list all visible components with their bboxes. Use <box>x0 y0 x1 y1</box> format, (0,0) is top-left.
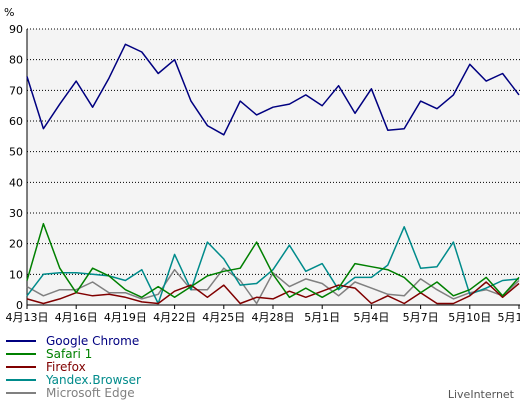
series-line-google-chrome <box>26 43 520 136</box>
series-line-firefox <box>26 281 520 305</box>
y-tick-label: 30 <box>9 207 23 220</box>
y-tick-label: 40 <box>9 176 23 189</box>
y-tick-label: 10 <box>9 268 23 281</box>
grid <box>27 28 520 275</box>
legend-label: Yandex.Browser <box>45 373 141 387</box>
y-tick-labels: 0 10 20 30 40 50 60 70 80 90 <box>9 23 23 312</box>
x-tick-label: 4月22日 <box>153 311 196 324</box>
y-tick-label: 90 <box>9 23 23 36</box>
y-tick-label: 0 <box>16 299 23 312</box>
x-tick-label: 5月13日 <box>498 311 520 324</box>
x-tick-label: 4月28日 <box>252 311 295 324</box>
y-axis-unit: % <box>4 6 14 19</box>
x-tick-label: 4月16日 <box>55 311 98 324</box>
x-tick-label: 5月10日 <box>448 311 491 324</box>
x-tick-labels: 4月13日 4月16日 4月19日 4月22日 4月25日 4月28日 5月1日 5月4日 5月… <box>6 305 520 324</box>
legend-label: Safari 1 <box>46 347 92 361</box>
x-tick-label: 5月7日 <box>403 311 439 324</box>
series-group <box>26 43 520 305</box>
legend-label: Microsoft Edge <box>46 386 135 400</box>
y-tick-label: 20 <box>9 238 23 251</box>
series-line-safari-1 <box>26 222 520 299</box>
legend-label: Google Chrome <box>46 334 139 348</box>
y-tick-label: 50 <box>9 146 23 159</box>
axes <box>26 29 520 306</box>
legend-label: Firefox <box>46 360 86 374</box>
plot-background <box>27 29 520 305</box>
x-tick-label: 5月4日 <box>353 311 389 324</box>
y-tick-label: 60 <box>9 115 23 128</box>
credit-label: LiveInternet <box>448 388 515 401</box>
x-tick-label: 4月25日 <box>202 311 245 324</box>
y-tick-label: 70 <box>9 84 23 97</box>
x-tick-label: 4月19日 <box>104 311 147 324</box>
x-tick-label: 5月1日 <box>304 311 340 324</box>
y-tick-label: 80 <box>9 54 23 67</box>
x-tick-label: 4月13日 <box>6 311 49 324</box>
